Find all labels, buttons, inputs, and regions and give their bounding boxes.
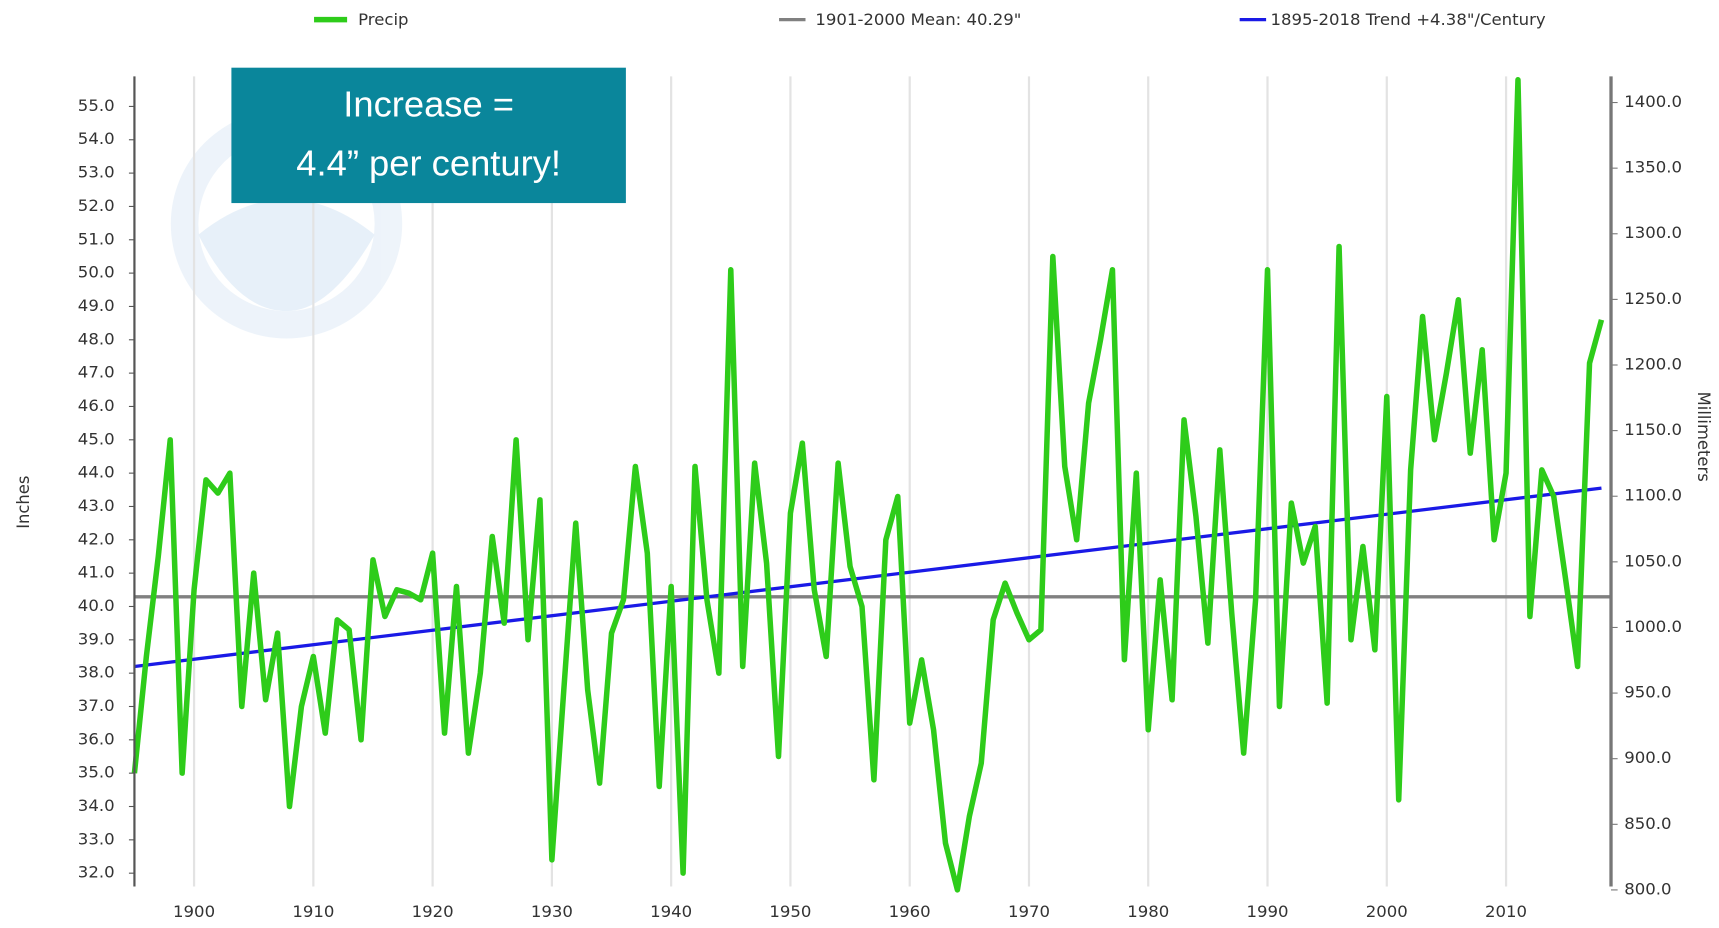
- y-tick-label: 47.0: [78, 363, 115, 382]
- x-tick-label: 2000: [1366, 902, 1408, 921]
- reference-line: [134, 486, 1602, 669]
- x-tick-label: 1980: [1127, 902, 1169, 921]
- x-tick-label: 1900: [173, 902, 215, 921]
- annotation: 4.4” per century!: [296, 143, 561, 184]
- y-tick-label: 43.0: [78, 496, 115, 515]
- y2-tick-label: 1150.0: [1624, 420, 1682, 439]
- legend-label: 1901-2000 Mean: 40.29": [815, 10, 1021, 29]
- y2-tick-label: 1250.0: [1624, 289, 1682, 308]
- y-tick-label: 41.0: [78, 563, 115, 582]
- y2-tick-label: 950.0: [1624, 683, 1671, 702]
- y-tick-label: 49.0: [78, 296, 115, 315]
- y-tick-label: 45.0: [78, 429, 115, 448]
- y2-tick-label: 1350.0: [1624, 158, 1682, 177]
- y-tick-label: 40.0: [78, 596, 115, 615]
- x-tick-label: 1930: [531, 902, 573, 921]
- y2-tick-label: 1050.0: [1624, 551, 1682, 570]
- y2-tick-label: 800.0: [1624, 879, 1671, 898]
- y-axis-label: Inches: [14, 476, 33, 529]
- y2-tick-label: 1100.0: [1624, 486, 1682, 505]
- x-tick-label: 1960: [889, 902, 931, 921]
- y-tick-label: 32.0: [78, 863, 115, 882]
- data-line: [131, 77, 1605, 893]
- y-tick-label: 55.0: [78, 96, 115, 115]
- x-tick-label: 2010: [1485, 902, 1527, 921]
- y2-tick-label: 1200.0: [1624, 355, 1682, 374]
- x-tick-label: 1910: [292, 902, 334, 921]
- y-tick-label: 37.0: [78, 696, 115, 715]
- annotation: Increase =: [343, 84, 514, 125]
- legend-label: Precip: [358, 10, 408, 29]
- y2-tick-label: 1400.0: [1624, 92, 1682, 111]
- y-tick-label: 51.0: [78, 229, 115, 248]
- y-tick-label: 50.0: [78, 263, 115, 282]
- y-tick-label: 34.0: [78, 796, 115, 815]
- y-tick-label: 53.0: [78, 163, 115, 182]
- y-tick-label: 35.0: [78, 763, 115, 782]
- y2-tick-label: 850.0: [1624, 814, 1671, 833]
- y-tick-label: 36.0: [78, 729, 115, 748]
- y-tick-label: 39.0: [78, 629, 115, 648]
- x-tick-label: 1920: [412, 902, 454, 921]
- y-tick-label: 38.0: [78, 663, 115, 682]
- x-tick-label: 1940: [650, 902, 692, 921]
- plot: [131, 77, 1612, 893]
- y2-tick-label: 900.0: [1624, 748, 1671, 767]
- y-tick-label: 42.0: [78, 529, 115, 548]
- annotation-box: [231, 67, 626, 204]
- y-tick-label: 54.0: [78, 129, 115, 148]
- y2-tick-label: 1000.0: [1624, 617, 1682, 636]
- y-tick-label: 44.0: [78, 463, 115, 482]
- y2-axis-label: Millimeters: [1694, 392, 1713, 482]
- x-tick-label: 1970: [1008, 902, 1050, 921]
- y-tick-label: 33.0: [78, 829, 115, 848]
- x-tick-label: 1990: [1246, 902, 1288, 921]
- legend-label: 1895-2018 Trend +4.38"/Century: [1271, 10, 1546, 29]
- y-tick-label: 48.0: [78, 329, 115, 348]
- y2-tick-label: 1300.0: [1624, 223, 1682, 242]
- x-tick-label: 1950: [769, 902, 811, 921]
- y-tick-label: 52.0: [78, 196, 115, 215]
- y-tick-label: 46.0: [78, 396, 115, 415]
